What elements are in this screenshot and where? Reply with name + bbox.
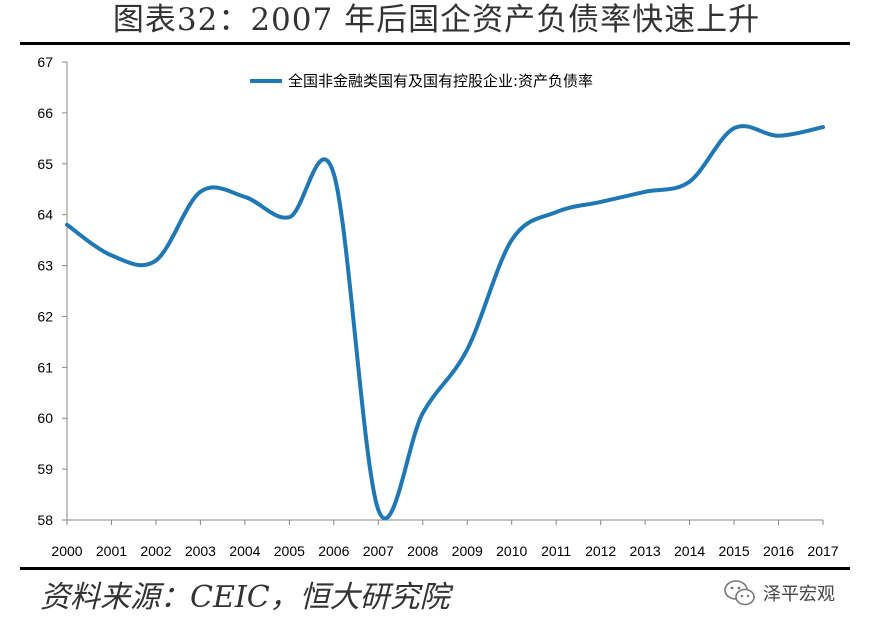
- x-tick-label: 2013: [630, 543, 661, 559]
- x-tick-label: 2006: [318, 543, 349, 559]
- data-point: [643, 190, 647, 194]
- x-tick-label: 2003: [185, 543, 216, 559]
- data-point: [332, 172, 336, 176]
- data-point: [65, 223, 69, 227]
- data-point: [599, 200, 603, 204]
- data-point: [154, 258, 158, 262]
- data-point: [732, 126, 736, 130]
- series-line: [65, 124, 825, 521]
- y-tick-label: 65: [37, 156, 53, 172]
- legend-label: 全国非金融类国有及国有控股企业:资产负债率: [288, 72, 593, 90]
- figure-title: 图表32：2007 年后国企资产负债率快速上升: [112, 2, 761, 38]
- y-tick-label: 66: [37, 105, 53, 121]
- wechat-icon: [724, 580, 755, 606]
- data-point: [777, 134, 781, 138]
- x-tick-label: 2005: [274, 543, 305, 559]
- y-tick-label: 60: [37, 410, 53, 426]
- data-point: [688, 180, 692, 184]
- data-point: [510, 238, 514, 242]
- data-point: [465, 348, 469, 352]
- line-chart: 58 59 60 61 62 63 64 65 66 67 2000 2001 2002 2003 2004…: [37, 54, 838, 559]
- x-tick-label: 2017: [807, 543, 838, 559]
- x-tick-label: 2000: [51, 543, 82, 559]
- x-tick-label: 2009: [452, 543, 483, 559]
- x-tick-label: 2012: [585, 543, 616, 559]
- source-note: 资料来源：CEIC，恒大研究院: [40, 580, 450, 615]
- data-point: [109, 253, 113, 257]
- data-point: [421, 411, 425, 415]
- y-tick-label: 67: [37, 54, 53, 70]
- x-tick-label: 2010: [496, 543, 527, 559]
- x-tick-label: 2011: [541, 543, 571, 559]
- y-tick-label: 58: [37, 512, 53, 528]
- x-tick-label: 2002: [140, 543, 171, 559]
- x-tick-label: 2001: [96, 543, 127, 559]
- x-tick-label: 2016: [763, 543, 794, 559]
- watermark: 泽平宏观: [723, 576, 835, 610]
- data-point: [821, 125, 825, 129]
- x-tick-label: 2004: [229, 543, 260, 559]
- y-tick-label: 61: [37, 359, 53, 375]
- bottom-rule: [20, 567, 850, 570]
- watermark-text: 泽平宏观: [763, 584, 835, 605]
- data-point: [243, 195, 247, 199]
- x-tick-label: 2014: [674, 543, 705, 559]
- top-rule: [20, 42, 850, 45]
- x-tick-label: 2008: [407, 543, 438, 559]
- data-point: [376, 508, 380, 512]
- y-tick-label: 59: [37, 461, 53, 477]
- data-point: [198, 190, 202, 194]
- y-tick-label: 62: [37, 308, 53, 324]
- data-point: [554, 210, 558, 214]
- x-tick-label: 2015: [718, 543, 749, 559]
- data-point: [287, 215, 291, 219]
- y-tick-label: 64: [37, 207, 53, 223]
- y-tick-label: 63: [37, 258, 53, 274]
- x-tick-label: 2007: [363, 543, 394, 559]
